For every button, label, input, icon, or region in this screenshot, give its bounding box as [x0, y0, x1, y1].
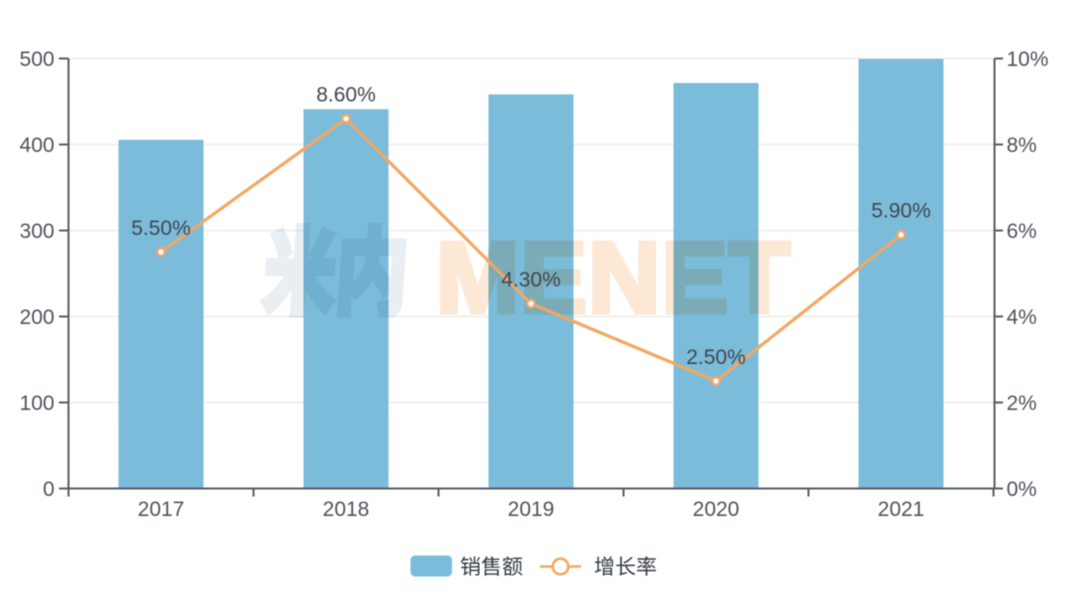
svg-text:8%: 8% [1007, 134, 1037, 157]
svg-text:MENET: MENET [436, 222, 791, 334]
svg-text:4%: 4% [1007, 306, 1037, 329]
svg-text:0: 0 [43, 478, 55, 501]
svg-text:2.50%: 2.50% [686, 346, 746, 369]
svg-text:8.60%: 8.60% [316, 84, 376, 107]
svg-text:10%: 10% [1007, 48, 1049, 71]
svg-text:100: 100 [19, 392, 54, 415]
svg-text:4.30%: 4.30% [501, 268, 561, 291]
svg-text:6%: 6% [1007, 220, 1037, 243]
svg-text:300: 300 [19, 220, 54, 243]
svg-text:2018: 2018 [323, 498, 370, 521]
svg-text:2017: 2017 [138, 498, 185, 521]
svg-text:2019: 2019 [508, 498, 555, 521]
svg-text:200: 200 [19, 306, 54, 329]
svg-text:500: 500 [19, 48, 54, 71]
svg-text:5.50%: 5.50% [131, 217, 191, 240]
svg-text:400: 400 [19, 134, 54, 157]
svg-text:2%: 2% [1007, 392, 1037, 415]
svg-text:5.90%: 5.90% [871, 200, 931, 223]
svg-text:2020: 2020 [693, 498, 740, 521]
svg-text:0%: 0% [1007, 478, 1037, 501]
svg-text:2021: 2021 [878, 498, 925, 521]
